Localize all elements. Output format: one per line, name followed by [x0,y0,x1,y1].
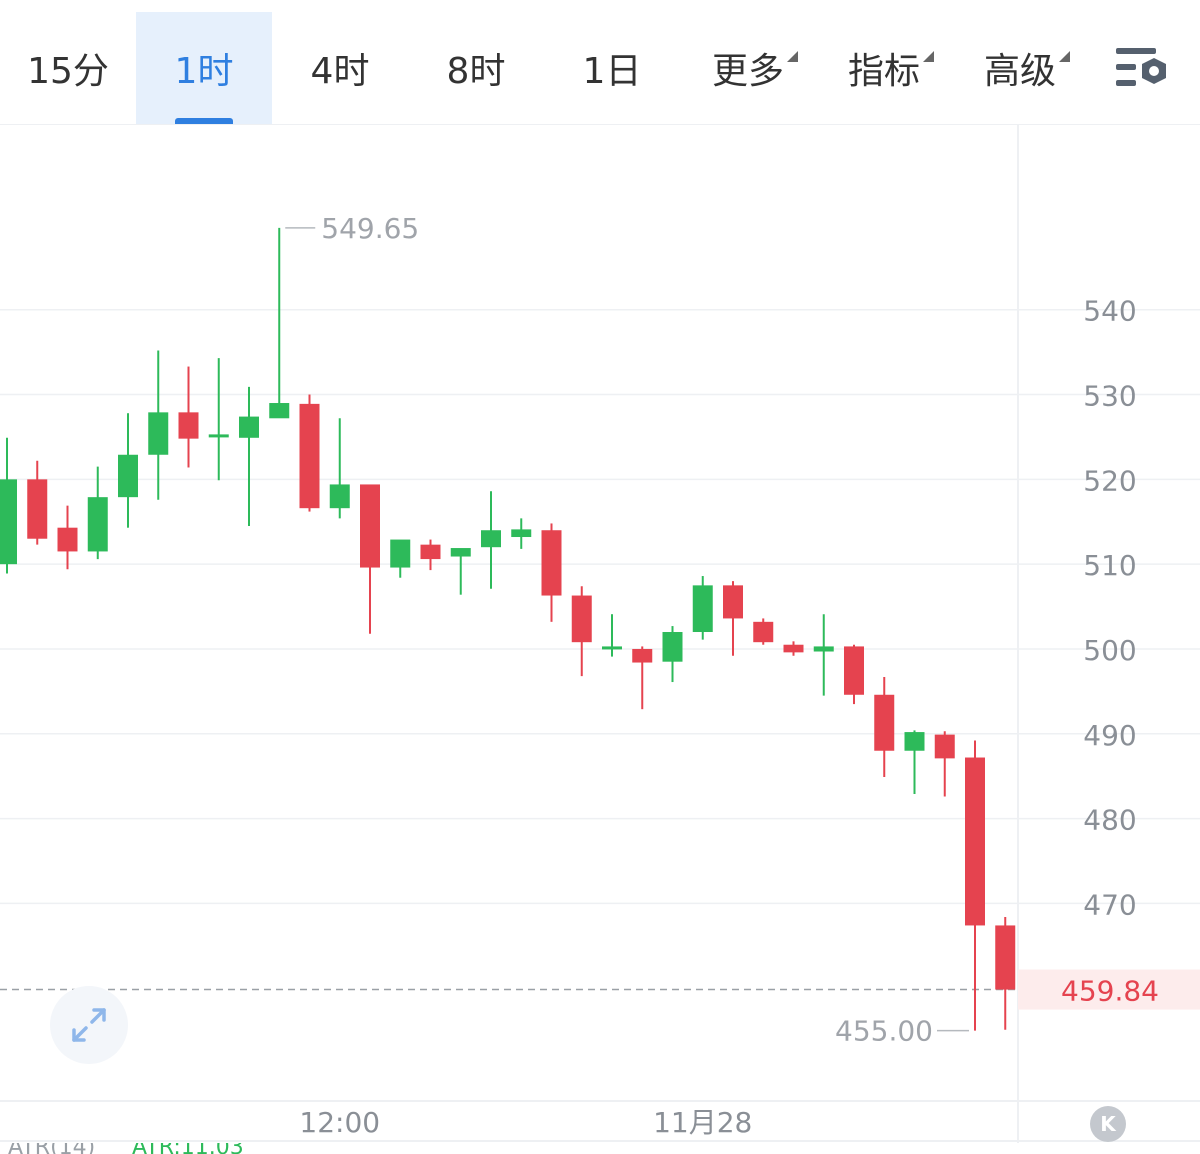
indicator-row: ATR(14) ATR:11.03 [0,1143,1200,1154]
candle-body [87,497,108,552]
last-price-label: 459.84 [1061,975,1159,1008]
candle-body [0,479,17,565]
candle-body [450,548,471,557]
dropdown-caret-icon [787,51,798,62]
tab-6[interactable]: 指标 [816,12,952,124]
candle-body [269,403,290,419]
tab-label: 1日 [582,51,642,92]
fullscreen-button[interactable] [50,986,128,1064]
high-annotation-label: 549.65 [321,212,419,245]
candle-body [602,646,622,650]
candlestick-chart[interactable]: 470 480 490 500 510 520 530 540 12:00 11月28 459.84… [0,124,1200,1143]
candle-body [481,530,501,548]
y-tick-label: 520 [1083,464,1136,497]
tab-2[interactable]: 4时 [272,12,408,124]
collapse-icon[interactable]: K [1090,1106,1126,1142]
candle-body [723,585,743,619]
tab-label: 15分 [27,51,109,92]
indicator-name: ATR(14) [8,1143,95,1154]
low-annotation-label: 455.00 [835,1015,933,1048]
candle-body [904,732,925,751]
last-price-bg [1018,969,1200,1010]
tab-label: 指标 [848,42,934,94]
candle-body [208,434,229,438]
y-tick-label: 530 [1083,380,1136,413]
timeframe-toolbar: 15分 1时 4时 8时 1日 更多 指标 高级 [0,0,1200,125]
tab-3[interactable]: 8时 [408,12,544,124]
tab-1[interactable]: 1时 [136,12,272,124]
candle-body [662,632,683,662]
candle-body [753,621,774,643]
y-tick-label: 500 [1083,634,1136,667]
candle-body [965,757,985,926]
candle-body [541,530,562,596]
dropdown-caret-icon [923,51,934,62]
candle-body [420,544,441,560]
x-tick-label: 11月28 [653,1106,752,1139]
candle-body [239,416,259,438]
candle-body [844,646,864,695]
tab-label: 更多 [712,42,798,94]
candle-body [934,734,955,759]
y-tick-label: 510 [1083,549,1136,582]
tab-label: 高级 [984,42,1070,94]
candle-body [57,527,78,552]
candle-body [874,694,895,751]
dropdown-caret-icon [1059,51,1070,62]
tab-label: 8时 [446,51,506,92]
y-tick-label: 490 [1083,719,1136,752]
tab-0[interactable]: 15分 [0,12,136,124]
candle-body [571,595,592,643]
y-tick-label: 540 [1083,295,1136,328]
tab-7[interactable]: 高级 [952,12,1088,124]
chart-settings-icon[interactable] [1112,42,1174,96]
indicator-value: ATR:11.03 [132,1143,244,1154]
tab-5[interactable]: 更多 [680,12,816,124]
expand-arrows-icon [72,1008,106,1042]
candle-body [178,412,199,439]
candle-body [118,454,138,498]
active-tab-indicator [175,118,233,124]
candle-body [390,539,411,568]
tab-4[interactable]: 1日 [544,12,680,124]
candle-body [360,484,380,568]
candle-body [148,412,169,455]
candle-body [299,403,320,509]
candle-body [329,484,350,509]
candle-body [27,479,48,539]
tab-label: 4时 [310,51,370,92]
candle-body [632,648,653,663]
tab-label: 1时 [174,51,234,92]
candle-body [511,529,532,538]
x-tick-label: 12:00 [299,1106,380,1139]
y-tick-label: 470 [1083,888,1136,921]
candle-body [783,644,804,653]
candle-body [813,646,834,652]
y-tick-label: 480 [1083,804,1136,837]
candle-body [995,925,1016,990]
candle-body [692,585,713,633]
